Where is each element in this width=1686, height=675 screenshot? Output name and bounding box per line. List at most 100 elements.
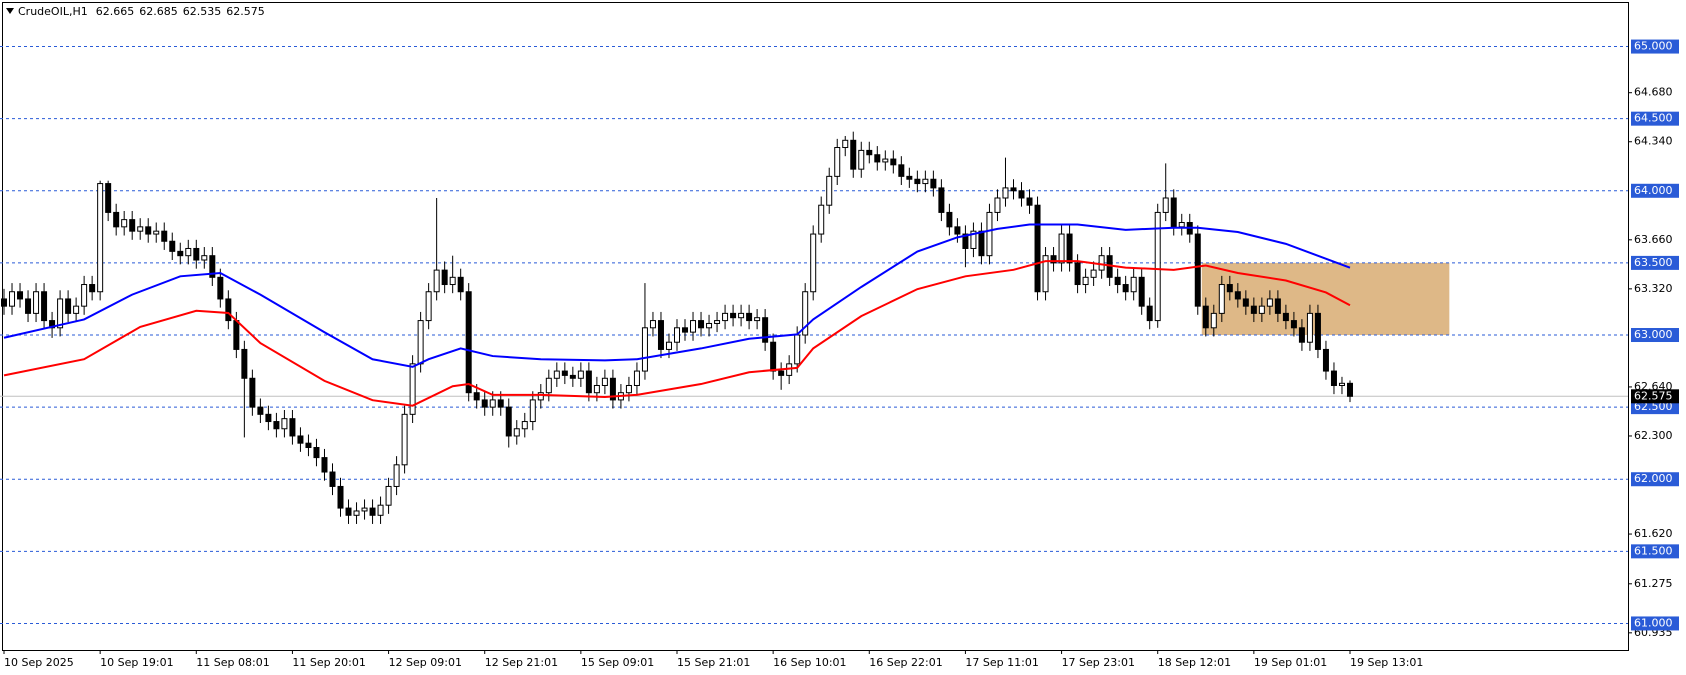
candle-body: [129, 219, 136, 232]
candle-body: [345, 507, 352, 516]
level-label: 63.500: [1634, 256, 1673, 269]
symbol: CrudeOIL,H1: [18, 5, 88, 18]
candle-body: [545, 377, 552, 394]
x-tick-label: 10 Sep 2025: [4, 656, 74, 669]
candle-body: [89, 284, 96, 293]
level-label: 64.000: [1634, 184, 1673, 197]
candle-body: [1050, 255, 1057, 264]
candle-body: [914, 178, 921, 185]
candle-body: [177, 250, 184, 257]
candle-body: [1314, 312, 1321, 350]
candle-body: [249, 377, 256, 408]
header-low: 62.535: [183, 5, 222, 18]
x-tick-label: 16 Sep 10:01: [773, 656, 846, 669]
candle-body: [930, 178, 937, 189]
candle-body: [738, 312, 745, 319]
candle-body: [529, 399, 536, 423]
candle-body: [922, 178, 929, 185]
candle-body: [281, 418, 288, 430]
candle-body: [970, 230, 977, 249]
candle-body: [393, 464, 400, 487]
candle-body: [1226, 284, 1233, 293]
level-label: 61.500: [1634, 544, 1673, 557]
menu-triangle[interactable]: [6, 8, 14, 14]
candle-body: [401, 413, 408, 466]
candle-body: [1010, 187, 1017, 192]
candle-body: [665, 341, 672, 350]
candle-body: [561, 370, 568, 376]
candle-body: [313, 447, 320, 459]
candle-body: [385, 485, 392, 506]
candle-body: [169, 240, 176, 252]
candle-body: [1322, 348, 1329, 372]
candle-body: [682, 327, 689, 333]
candle-body: [297, 435, 304, 444]
candle-body: [1178, 222, 1185, 228]
candle-body: [826, 175, 833, 206]
candle-body: [289, 418, 296, 437]
candle-body: [361, 507, 368, 512]
candle-body: [858, 149, 865, 170]
candle-body: [1002, 187, 1009, 199]
level-label-box: [1631, 255, 1679, 270]
candle-body: [1058, 233, 1065, 264]
candle-body: [377, 504, 384, 516]
candle-body: [898, 164, 905, 177]
candle-body: [265, 413, 272, 423]
candle-body: [65, 298, 72, 314]
candle-body: [1034, 204, 1041, 293]
candle-body: [1114, 276, 1121, 286]
level-label-box: [1631, 400, 1679, 415]
moving-average: [3, 223, 1351, 368]
candle-body: [217, 276, 224, 300]
candle-body: [569, 374, 576, 379]
candle-body: [1146, 305, 1153, 322]
candle-body: [762, 317, 769, 343]
price-label-box: [1631, 389, 1679, 404]
candle-body: [553, 370, 560, 379]
x-tick-label: 19 Sep 13:01: [1350, 656, 1423, 669]
candle-body: [1234, 291, 1241, 300]
candle-body: [890, 158, 897, 166]
candle-body: [994, 197, 1001, 213]
candle-body: [593, 384, 600, 394]
candle-body: [337, 485, 344, 509]
candle-body: [1, 298, 8, 307]
candle-body: [1066, 233, 1073, 264]
candle-body: [457, 276, 464, 293]
plot-frame: [2, 2, 1629, 651]
level-label: 63.000: [1634, 328, 1673, 341]
candle-body: [145, 226, 152, 235]
candle-body: [585, 370, 592, 394]
x-tick-label: 11 Sep 20:01: [292, 656, 365, 669]
x-tick-label: 11 Sep 08:01: [196, 656, 269, 669]
candle-body: [121, 219, 128, 228]
candle-body: [233, 320, 240, 350]
candle-body: [601, 377, 608, 386]
candle-body: [241, 348, 248, 379]
candle-body: [778, 370, 785, 376]
candle-body: [537, 392, 544, 401]
candle-body: [1346, 382, 1353, 397]
x-tick-label: 18 Sep 12:01: [1158, 656, 1231, 669]
candle-body: [41, 291, 48, 322]
level-label: 64.500: [1634, 112, 1673, 125]
candle-body: [625, 384, 632, 394]
price-label: 62.575: [1634, 389, 1673, 402]
x-tick-label: 15 Sep 21:01: [677, 656, 750, 669]
candle-body: [641, 327, 648, 372]
x-tick-label: 12 Sep 21:01: [485, 656, 558, 669]
candle-body: [33, 291, 40, 314]
candle-body: [1138, 276, 1145, 307]
candle-body: [810, 233, 817, 293]
candle-body: [938, 187, 945, 213]
candle-body: [986, 211, 993, 257]
candle-body: [1154, 211, 1161, 322]
candle-body: [1194, 233, 1201, 307]
candle-body: [513, 428, 520, 437]
candle-body: [353, 510, 360, 516]
candle-body: [225, 298, 232, 322]
candle-body: [49, 320, 56, 329]
candle-body: [690, 320, 697, 333]
